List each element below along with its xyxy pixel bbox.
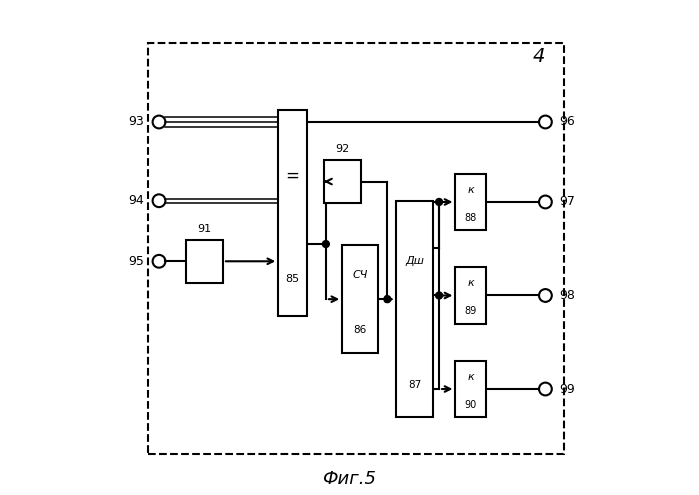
Text: 89: 89	[464, 306, 477, 316]
Text: 4: 4	[533, 47, 545, 66]
Text: 94: 94	[129, 194, 144, 207]
Text: 96: 96	[559, 115, 575, 129]
Circle shape	[384, 296, 391, 302]
Text: 91: 91	[198, 224, 212, 234]
Text: 86: 86	[353, 325, 366, 335]
Text: 95: 95	[129, 255, 144, 268]
Text: к: к	[467, 278, 474, 288]
Text: к: к	[467, 185, 474, 195]
Text: 99: 99	[559, 383, 575, 396]
Circle shape	[322, 241, 329, 248]
Text: 85: 85	[285, 274, 299, 284]
FancyBboxPatch shape	[455, 361, 486, 417]
FancyBboxPatch shape	[278, 110, 307, 316]
FancyBboxPatch shape	[186, 240, 223, 283]
Text: 97: 97	[559, 196, 575, 208]
Text: Дш: Дш	[405, 256, 424, 266]
FancyBboxPatch shape	[342, 245, 377, 353]
Text: 88: 88	[464, 213, 477, 223]
FancyBboxPatch shape	[455, 174, 486, 230]
Text: 92: 92	[336, 144, 350, 154]
Circle shape	[435, 198, 442, 205]
Text: 98: 98	[559, 289, 575, 302]
Text: 93: 93	[129, 115, 144, 129]
FancyBboxPatch shape	[324, 160, 361, 203]
FancyBboxPatch shape	[396, 201, 433, 417]
Text: СЧ: СЧ	[352, 270, 368, 280]
Text: 90: 90	[464, 400, 477, 410]
Circle shape	[435, 292, 442, 299]
Text: 87: 87	[408, 380, 421, 390]
Text: =: =	[285, 167, 299, 185]
Text: к: к	[467, 372, 474, 382]
Text: Фиг.5: Фиг.5	[322, 470, 377, 488]
Bar	[147, 43, 563, 454]
FancyBboxPatch shape	[455, 267, 486, 324]
